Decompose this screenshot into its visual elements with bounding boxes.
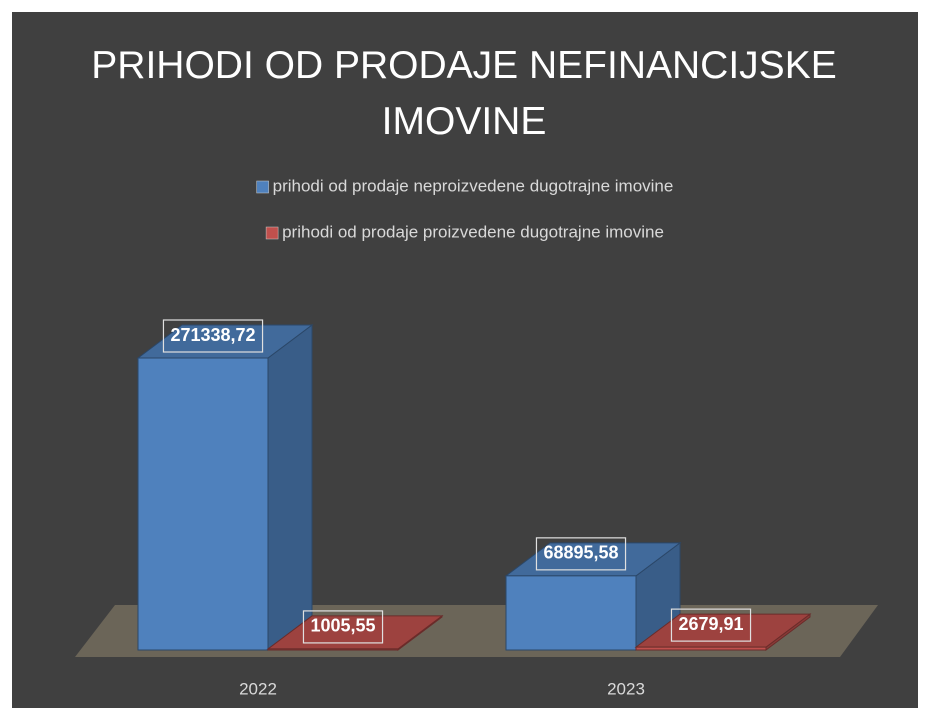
legend-label: prihodi od prodaje proizvedene dugotrajn… <box>282 222 664 241</box>
data-label: 2679,91 <box>678 614 743 634</box>
x-tick-label: 2023 <box>607 679 645 698</box>
data-label: 68895,58 <box>543 543 618 563</box>
bar <box>137 357 269 651</box>
bar <box>267 648 399 651</box>
x-tick-label: 2022 <box>239 679 277 698</box>
data-label-box <box>670 608 752 642</box>
bar <box>505 575 637 651</box>
legend-swatch <box>256 180 269 194</box>
data-label-box <box>162 319 264 353</box>
bar <box>635 646 767 651</box>
data-label-box <box>302 610 384 644</box>
data-label: 1005,55 <box>310 616 375 636</box>
bar-side <box>267 324 313 651</box>
chart-title: PRIHODI OD PRODAJE NEFINANCIJSKE IMOVINE <box>91 44 837 143</box>
data-label-box <box>535 537 627 571</box>
legend-label: prihodi od prodaje neproizvedene dugotra… <box>273 176 674 195</box>
data-label: 271338,72 <box>170 325 255 345</box>
legend-swatch <box>265 226 279 240</box>
